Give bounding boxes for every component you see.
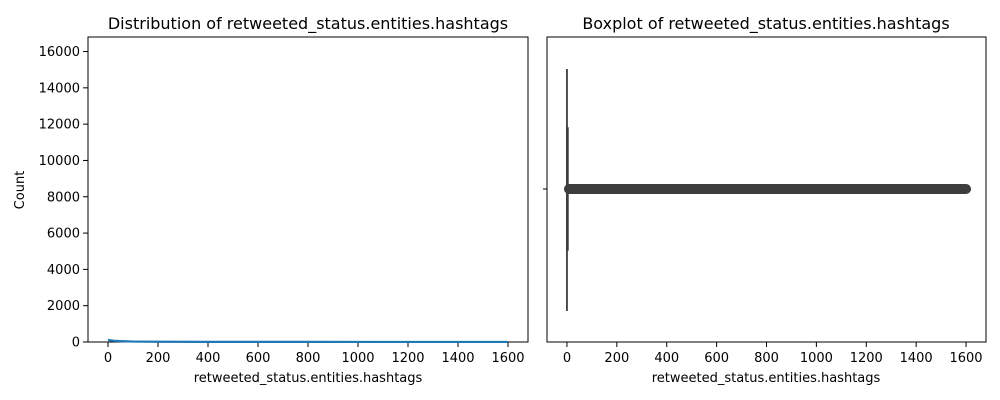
hist-xtick-label-3: 600 (246, 351, 271, 366)
hist-ytick-label-0: 0 (72, 336, 80, 351)
hist-xtick-label-6: 1200 (391, 351, 424, 366)
histogram-x-ticks: 0 200 400 600 800 1000 1200 1400 1600 (104, 342, 525, 366)
hist-xtick-label-2: 400 (196, 351, 221, 366)
box-xtick-label-7: 1400 (900, 351, 933, 366)
hist-xtick-label-4: 800 (296, 351, 321, 366)
boxplot-title: Boxplot of retweeted_status.entities.has… (582, 14, 949, 34)
hist-xtick-label-8: 1600 (491, 351, 524, 366)
box-xtick-label-8: 1600 (949, 351, 982, 366)
boxplot-elements (563, 69, 972, 311)
boxplot-x-ticks: 0 200 400 600 800 1000 1200 1400 1600 (563, 342, 983, 366)
histogram-panel: Distribution of retweeted_status.entitie… (13, 14, 529, 386)
histogram-kde-line (107, 338, 509, 344)
boxplot-panel: Boxplot of retweeted_status.entities.has… (543, 14, 987, 386)
box-xtick-label-3: 600 (704, 351, 729, 366)
hist-xtick-label-5: 1000 (341, 351, 374, 366)
boxplot-xlabel: retweeted_status.entities.hashtags (652, 371, 881, 386)
hist-ytick-label-8: 16000 (39, 45, 80, 60)
box-xtick-label-5: 1000 (800, 351, 833, 366)
histogram-title: Distribution of retweeted_status.entitie… (108, 14, 508, 34)
hist-ytick-label-2: 4000 (47, 263, 80, 278)
hist-xtick-label-0: 0 (104, 351, 112, 366)
box-xtick-label-6: 1200 (850, 351, 883, 366)
histogram-y-ticks: 0 2000 4000 6000 8000 10000 12000 14000 16000 (39, 45, 88, 351)
histogram-frame (87, 36, 529, 343)
box-xtick-label-4: 800 (754, 351, 779, 366)
hist-ytick-label-1: 2000 (47, 299, 80, 314)
hist-ytick-label-7: 14000 (39, 81, 80, 96)
hist-ytick-label-3: 6000 (47, 227, 80, 242)
box-xtick-label-1: 200 (604, 351, 629, 366)
hist-ytick-label-5: 10000 (39, 154, 80, 169)
histogram-ylabel: Count (13, 171, 28, 210)
histogram-xlabel: retweeted_status.entities.hashtags (194, 371, 423, 386)
hist-ytick-label-6: 12000 (39, 118, 80, 133)
box-xtick-label-2: 400 (654, 351, 679, 366)
hist-ytick-label-4: 8000 (47, 190, 80, 205)
hist-xtick-label-7: 1400 (441, 351, 474, 366)
box-xtick-label-0: 0 (563, 351, 571, 366)
hist-xtick-label-1: 200 (146, 351, 171, 366)
